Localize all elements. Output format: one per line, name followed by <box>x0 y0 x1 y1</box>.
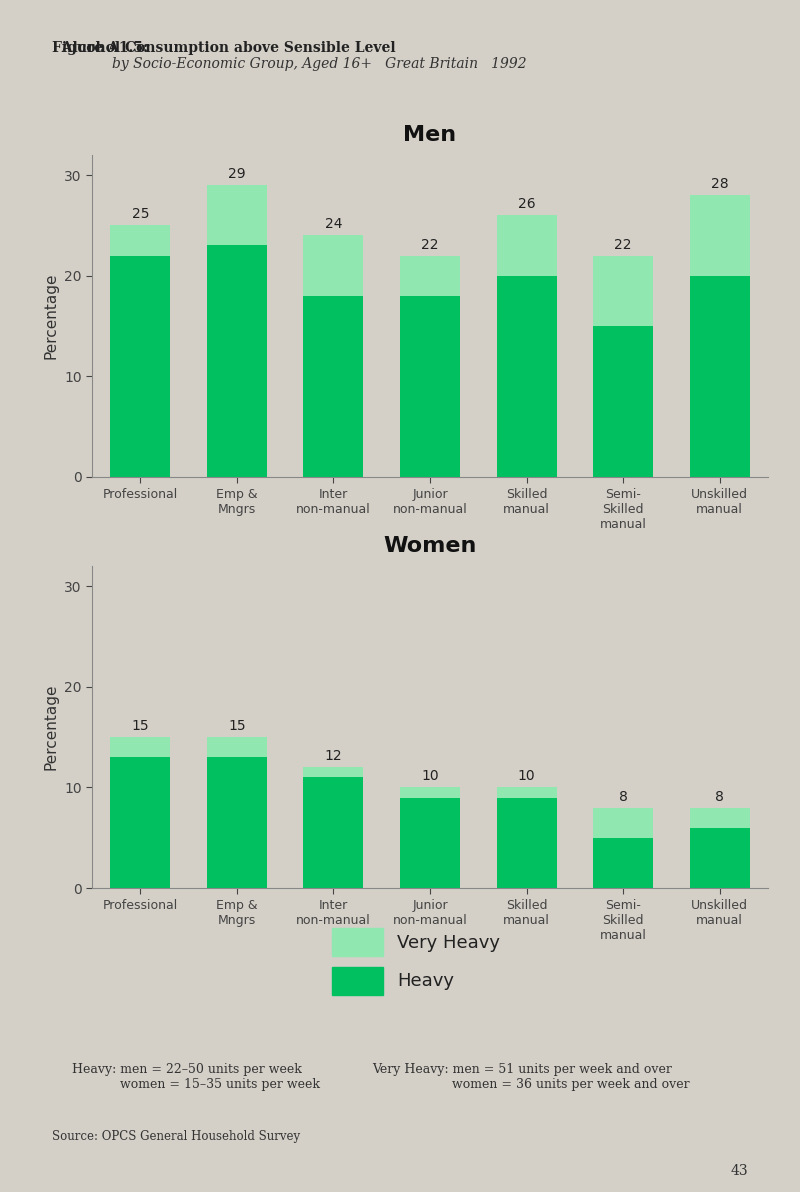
Bar <box>594 325 653 477</box>
Title: Women: Women <box>383 536 477 557</box>
Text: Alcohol Consumption above Sensible Level: Alcohol Consumption above Sensible Level <box>52 41 396 55</box>
Bar <box>497 797 557 888</box>
Bar <box>400 797 460 888</box>
Bar <box>497 216 557 275</box>
Text: by Socio-Economic Group, Aged 16+   Great Britain   1992: by Socio-Economic Group, Aged 16+ Great … <box>112 57 526 72</box>
Text: 15: 15 <box>131 719 149 733</box>
Text: Figure A1.5:: Figure A1.5: <box>52 41 148 55</box>
Text: 15: 15 <box>228 719 246 733</box>
Y-axis label: Percentage: Percentage <box>43 684 58 770</box>
Bar <box>690 275 750 477</box>
Bar <box>594 255 653 325</box>
Text: 10: 10 <box>421 770 439 783</box>
Bar <box>303 777 363 888</box>
Text: 28: 28 <box>711 178 729 191</box>
Bar <box>690 808 750 827</box>
Text: 43: 43 <box>730 1163 748 1178</box>
Y-axis label: Percentage: Percentage <box>43 273 58 359</box>
Text: 22: 22 <box>422 237 438 252</box>
Legend: Very Heavy, Heavy: Very Heavy, Heavy <box>332 929 500 994</box>
Text: 8: 8 <box>618 789 627 803</box>
Bar <box>400 255 460 296</box>
Text: 12: 12 <box>325 750 342 763</box>
Text: 24: 24 <box>325 217 342 231</box>
Text: 10: 10 <box>518 770 535 783</box>
Bar <box>497 788 557 797</box>
Bar <box>207 737 266 757</box>
Text: 29: 29 <box>228 167 246 181</box>
Bar <box>207 246 266 477</box>
Bar <box>594 808 653 838</box>
Bar <box>303 768 363 777</box>
Bar <box>400 788 460 797</box>
Bar <box>110 757 170 888</box>
Text: 25: 25 <box>131 207 149 222</box>
Text: women = 15–35 units per week: women = 15–35 units per week <box>72 1078 320 1091</box>
Text: women = 36 units per week and over: women = 36 units per week and over <box>372 1078 690 1091</box>
Bar <box>110 225 170 255</box>
Bar <box>303 296 363 477</box>
Bar <box>110 737 170 757</box>
Bar <box>110 255 170 477</box>
Title: Men: Men <box>403 125 457 145</box>
Bar <box>400 296 460 477</box>
Bar <box>690 827 750 888</box>
Text: Very Heavy: men = 51 units per week and over: Very Heavy: men = 51 units per week and … <box>372 1063 672 1076</box>
Text: 8: 8 <box>715 789 724 803</box>
Bar <box>207 757 266 888</box>
Bar <box>594 838 653 888</box>
Text: 22: 22 <box>614 237 632 252</box>
Bar <box>497 275 557 477</box>
Text: Heavy: men = 22–50 units per week: Heavy: men = 22–50 units per week <box>72 1063 302 1076</box>
Text: 26: 26 <box>518 198 535 211</box>
Bar <box>690 195 750 275</box>
Bar <box>303 236 363 296</box>
Text: Source: OPCS General Household Survey: Source: OPCS General Household Survey <box>52 1130 300 1143</box>
Bar <box>207 185 266 246</box>
